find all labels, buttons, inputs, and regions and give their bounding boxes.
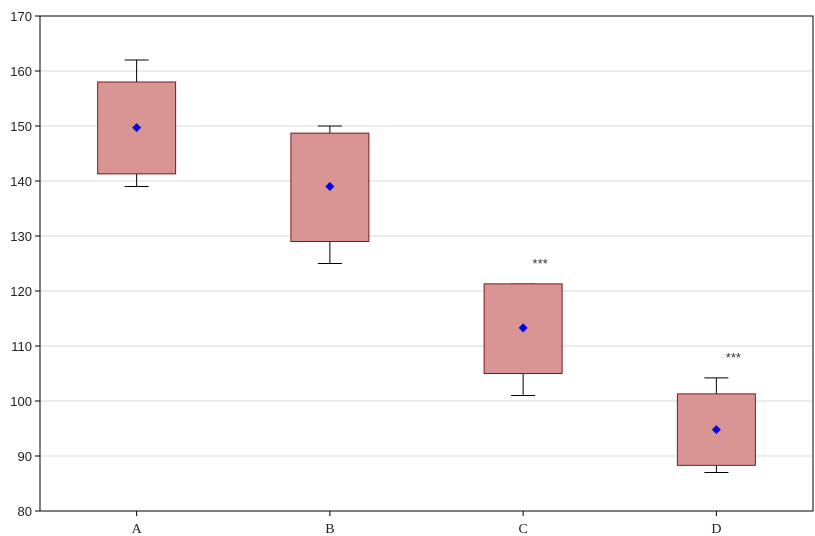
y-tick-label: 110 <box>11 339 32 354</box>
significance-label: *** <box>533 256 548 271</box>
y-tick-label: 90 <box>18 449 32 464</box>
x-category-label: D <box>711 522 721 536</box>
mean-marker <box>518 323 528 333</box>
plot-frame <box>39 15 814 512</box>
boxes-layer: *** *** <box>97 59 756 473</box>
axes <box>35 15 814 516</box>
tick-labels: 80 90 100 110 120 130 140 150 160 170 A B C D <box>10 9 721 536</box>
box-a <box>97 59 177 187</box>
y-tick-label: 170 <box>10 9 32 24</box>
box-b <box>290 125 370 264</box>
y-tick-label: 120 <box>10 284 32 299</box>
x-category-label: C <box>518 522 527 536</box>
box-c: *** <box>483 256 563 396</box>
y-tick-label: 80 <box>18 504 32 519</box>
x-category-label: B <box>325 522 334 536</box>
y-tick-label: 150 <box>10 119 32 134</box>
y-tick-label: 160 <box>10 64 32 79</box>
mean-marker <box>325 182 335 191</box>
mean-marker <box>132 123 142 133</box>
y-tick-label: 130 <box>10 229 32 244</box>
mean-marker <box>711 425 721 435</box>
significance-label: *** <box>726 350 741 365</box>
x-category-label: A <box>132 522 143 536</box>
y-tick-label: 100 <box>10 394 32 409</box>
y-tick-label: 140 <box>10 174 32 189</box>
box-d: *** <box>676 350 756 473</box>
